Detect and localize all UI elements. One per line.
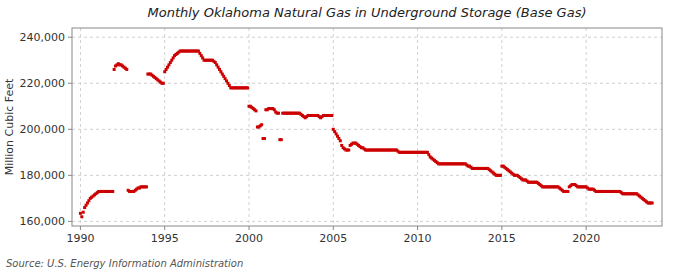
tick-label: 2000 [235,232,263,245]
tick-label: 240,000 [20,31,66,44]
data-point [80,215,83,218]
y-axis-label: Million Cubic Feet [3,78,16,175]
tick-label: 1990 [66,232,94,245]
plot-area [72,28,662,226]
data-point [566,190,569,193]
tick-mark [68,37,72,38]
tick-label: 180,000 [20,169,66,182]
data-point [339,139,342,142]
data-point [280,138,283,141]
grid-line [72,175,662,176]
tick-mark [68,129,72,130]
grid-line [72,221,662,222]
tick-mark [68,221,72,222]
tick-mark [164,226,165,230]
tick-label: 2015 [488,232,516,245]
grid-line [501,28,502,226]
tick-label: 1995 [151,232,179,245]
data-point [79,212,82,215]
grid-line [333,28,334,226]
grid-line [586,28,587,226]
source-note: Source: U.S. Energy Information Administ… [6,258,243,269]
data-point [330,114,333,117]
grid-line [72,83,662,84]
tick-label: 2010 [404,232,432,245]
grid-line [164,28,165,226]
tick-label: 220,000 [20,77,66,90]
tick-label: 200,000 [20,123,66,136]
data-point [277,112,280,115]
tick-mark [68,175,72,176]
grid-line [80,28,81,226]
grid-line [417,28,418,226]
data-point [651,201,654,204]
chart: 160,000 180,000 200,000 220,000 240,000 1990 1… [0,0,675,275]
tick-mark [586,226,587,230]
grid [72,28,662,226]
grid-line [72,129,662,130]
data-point [125,68,128,71]
grid-line [249,28,250,226]
data-point [145,185,148,188]
tick-label: 2005 [319,232,347,245]
data-point [255,109,258,112]
data-point [162,82,165,85]
data-point [111,190,114,193]
tick-mark [417,226,418,230]
data-point [82,211,85,214]
plot-frame [72,28,662,226]
data-points [79,50,654,219]
data-point [113,68,116,71]
tick-mark [80,226,81,230]
grid-line [72,37,662,38]
data-point [246,86,249,89]
tick-mark [249,226,250,230]
tick-mark [68,83,72,84]
tick-mark [333,226,334,230]
tick-label: 2020 [572,232,600,245]
data-point [499,174,502,177]
data-point [263,137,266,140]
tick-label: 160,000 [20,215,66,228]
tick-mark [501,226,502,230]
data-point [347,149,350,152]
data-point [260,123,263,126]
title: Monthly Oklahoma Natural Gas in Undergro… [148,5,587,20]
